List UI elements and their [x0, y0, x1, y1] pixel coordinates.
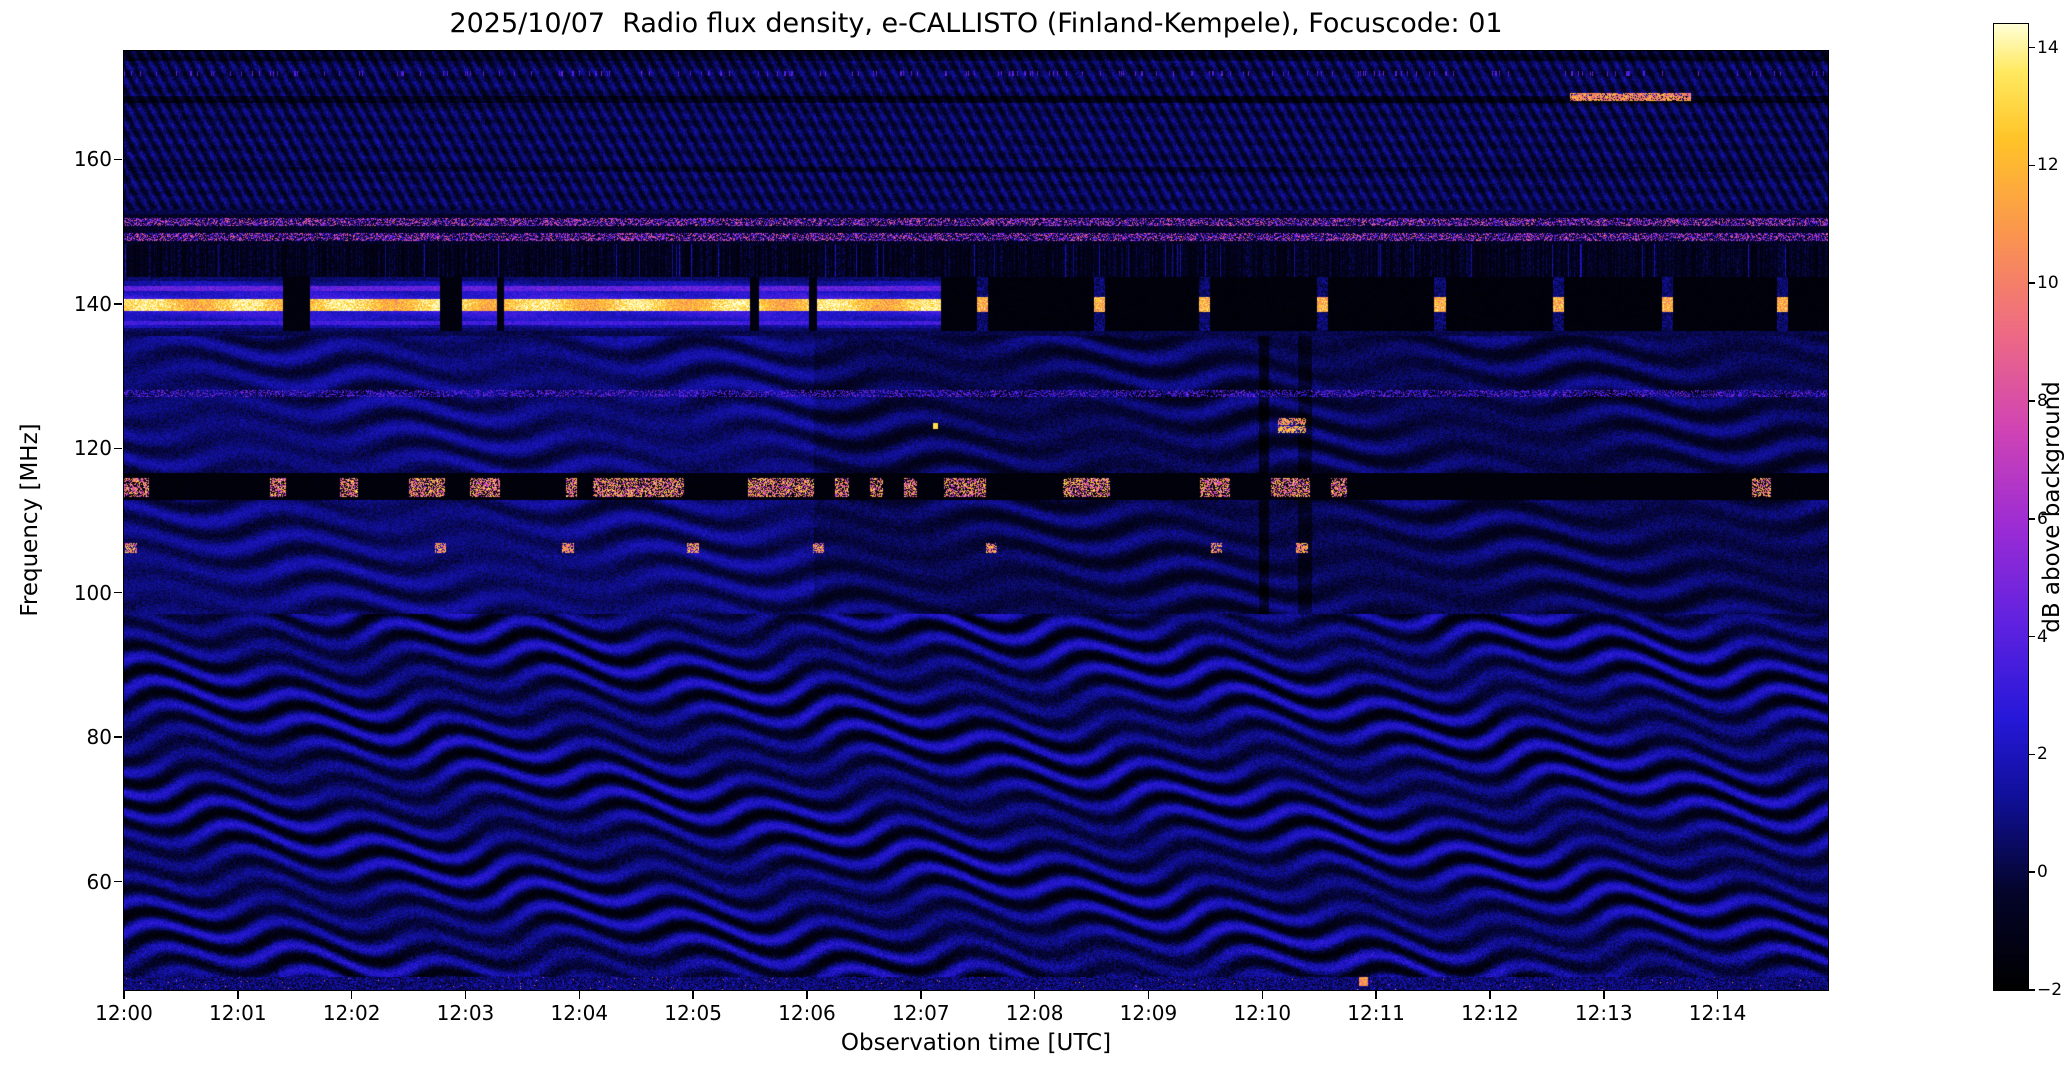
y-tick-mark [114, 447, 122, 450]
y-tick-label: 60 [86, 869, 112, 894]
x-tick-mark [350, 991, 353, 999]
chart-title: 2025/10/07 Radio flux density, e-CALLIST… [449, 8, 1503, 39]
x-tick-mark [806, 991, 808, 999]
colorbar-tick-mark [2028, 282, 2035, 284]
colorbar-tick-label: 0 [2037, 862, 2048, 883]
y-tick-label: 160 [73, 147, 112, 172]
x-tick-mark [123, 991, 125, 999]
x-tick-mark [1147, 991, 1150, 999]
x-tick-mark [1375, 991, 1377, 999]
x-tick-label: 12:05 [664, 1001, 722, 1025]
x-axis-label: Observation time [UTC] [840, 1030, 1112, 1056]
x-tick-label: 12:07 [891, 1001, 950, 1025]
y-tick-mark [114, 880, 122, 883]
x-tick-label: 12:02 [322, 1001, 381, 1025]
colorbar-canvas [1994, 24, 2028, 990]
colorbar-tick-mark [2028, 164, 2035, 167]
x-tick-label: 12:12 [1461, 1001, 1519, 1025]
y-axis-label: Frequency [MHz] [17, 423, 43, 617]
colorbar-tick-label: 2 [2037, 744, 2048, 765]
colorbar-tick-mark [2028, 518, 2035, 520]
y-tick-label: 140 [73, 291, 112, 316]
x-tick-label: 12:04 [550, 1001, 609, 1025]
spectrogram-canvas [124, 51, 1828, 990]
x-tick-label: 12:03 [436, 1001, 495, 1025]
colorbar-tick-mark [2028, 753, 2035, 756]
colorbar-tick-label: −2 [2037, 980, 2063, 1000]
x-tick-label: 12:14 [1688, 1001, 1747, 1025]
colorbar-tick-mark [2028, 871, 2035, 873]
x-tick-label: 12:13 [1574, 1001, 1633, 1025]
x-tick-label: 12:08 [1005, 1001, 1064, 1025]
x-tick-mark [692, 991, 694, 999]
x-tick-mark [1261, 991, 1264, 999]
x-tick-label: 12:00 [95, 1001, 153, 1025]
y-tick-mark [114, 303, 122, 305]
colorbar-tick-mark [2028, 989, 2035, 991]
x-tick-label: 12:09 [1119, 1001, 1178, 1025]
x-tick-mark [1489, 991, 1491, 999]
x-tick-label: 12:01 [208, 1001, 267, 1025]
colorbar-tick-label: 14 [2037, 37, 2059, 58]
x-tick-mark [1716, 991, 1719, 999]
colorbar-tick-mark [2028, 46, 2035, 49]
y-tick-label: 80 [86, 725, 112, 750]
colorbar-tick-mark [2028, 635, 2035, 638]
x-tick-label: 12:10 [1233, 1001, 1292, 1025]
colorbar-tick-label: 12 [2037, 155, 2059, 176]
x-tick-mark [1033, 991, 1036, 999]
x-tick-mark [920, 991, 922, 999]
colorbar-tick-mark [2028, 400, 2035, 402]
colorbar [1993, 23, 2029, 991]
x-tick-mark [1603, 991, 1605, 999]
x-tick-label: 12:06 [778, 1001, 836, 1025]
colorbar-label: dB above background [2039, 381, 2065, 633]
x-tick-mark [237, 991, 239, 999]
plot-area [123, 50, 1829, 991]
x-tick-mark [578, 991, 581, 999]
x-tick-mark [464, 991, 467, 999]
colorbar-tick-label: 10 [2037, 273, 2059, 294]
y-tick-mark [114, 591, 122, 594]
y-tick-mark [114, 736, 122, 738]
x-tick-label: 12:11 [1347, 1001, 1405, 1025]
y-tick-mark [114, 158, 122, 161]
